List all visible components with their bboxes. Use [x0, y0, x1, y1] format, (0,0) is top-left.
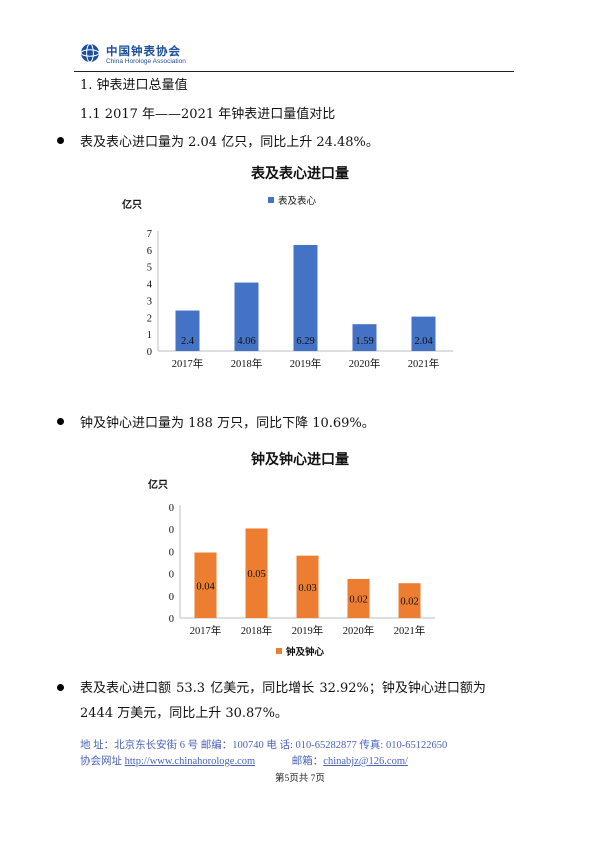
legend-swatch: [276, 648, 282, 654]
page-number: 第5页共 7页: [275, 774, 325, 784]
data-label: 0.03: [298, 583, 316, 594]
y-tick-label: 0: [147, 347, 152, 358]
y-tick-label: 6: [147, 246, 152, 257]
y-tick-label: 5: [147, 263, 152, 274]
data-label: 2.04: [414, 336, 433, 347]
bullet-dot: [57, 418, 64, 425]
logo-english-name: China Horologe Association: [106, 58, 186, 65]
y-tick-label: 7: [147, 229, 152, 240]
data-label: 6.29: [296, 336, 314, 347]
legend-label: 表及表心: [278, 195, 317, 207]
chart-title: 表及表心进口量: [250, 165, 349, 182]
x-tick-label: 2017年: [172, 357, 204, 370]
y-tick-label: 4: [147, 280, 153, 291]
chart-clock-import-volume: 钟及钟心进口量亿只钟及钟心 0 0 0 0 0 0 0.04 2017年 0.05 2018年 0.0…: [0, 440, 600, 680]
data-label: 4.06: [237, 336, 255, 347]
y-tick-label: 2: [147, 313, 152, 324]
x-tick-label: 2019年: [290, 357, 322, 370]
bullet-dot: [57, 684, 64, 691]
data-label: 0.02: [349, 594, 367, 605]
y-tick-label: 0: [169, 503, 174, 514]
bar: [411, 316, 436, 351]
y-tick-label: 0: [169, 592, 174, 603]
footer-address: 地 址：北京东长安街 6 号 邮编：100740 电 话: 010-652828…: [80, 740, 448, 751]
data-label: 1.59: [355, 336, 373, 347]
email-link[interactable]: chinabjz@126.com/: [323, 756, 408, 767]
y-tick-label: 3: [147, 296, 152, 307]
bar: [175, 310, 200, 351]
y-tick-label: 1: [147, 330, 152, 341]
bar: [245, 528, 268, 618]
x-tick-label: 2018年: [231, 357, 263, 370]
data-label: 0.02: [400, 597, 418, 608]
y-tick-label: 0: [169, 614, 174, 625]
bullet-text-import-value-2: 2444 万美元，同比上升 30.87%。: [80, 706, 288, 721]
logo-chinese-name: 中国钟表协会: [106, 44, 181, 58]
x-tick-label: 2019年: [292, 624, 324, 637]
letterhead: 中国钟表协会 China Horologe Association: [74, 40, 514, 74]
y-tick-label: 0: [169, 525, 174, 536]
globe-logo-icon: [80, 43, 100, 63]
y-axis-label: 亿只: [148, 478, 168, 491]
bar: [234, 282, 259, 351]
section-subheading: 1.1 2017 年——2021 年钟表进口量值对比: [80, 107, 336, 122]
x-tick-label: 2021年: [408, 357, 440, 370]
website-link[interactable]: http://www.chinahorologe.com: [124, 756, 256, 767]
x-tick-label: 2020年: [343, 624, 375, 637]
bar: [398, 583, 421, 618]
chart-watch-import-volume: 表及表心进口量亿只 表及表心 0 1 2 3 4 5 6 7 2.4 2017年 4.06 2018年 6.…: [0, 158, 600, 398]
footer-contact: 协会网址 http://www.chinahorologe.com 邮箱：chi…: [80, 753, 408, 768]
data-label: 0.05: [247, 569, 265, 580]
x-tick-label: 2018年: [241, 624, 273, 637]
y-tick-label: 0: [169, 547, 174, 558]
x-tick-label: 2021年: [394, 624, 426, 637]
section-heading: 1. 钟表进口总量值: [80, 78, 188, 93]
bullet-text-watch-volume: 表及表心进口量为 2.04 亿只，同比上升 24.48%。: [80, 135, 379, 150]
data-label: 0.04: [196, 581, 215, 592]
y-axis-label: 亿只: [122, 198, 142, 211]
header-divider: [74, 71, 514, 72]
data-label: 2.4: [181, 336, 195, 347]
x-tick-label: 2020年: [349, 357, 381, 370]
bullet-dot: [57, 137, 64, 144]
bar: [347, 578, 370, 618]
footer-mail-label: 邮箱：: [291, 756, 324, 767]
bullet-text-clock-volume: 钟及钟心进口量为 188 万只，同比下降 10.69%。: [80, 416, 375, 431]
bar: [293, 244, 318, 351]
bar: [296, 555, 319, 618]
bar: [194, 552, 217, 618]
bullet-text-import-value-1: 表及表心进口额 53.3 亿美元，同比增长 32.92%；钟及钟心进口额为: [80, 681, 486, 696]
chart-title: 钟及钟心进口量: [251, 451, 349, 468]
legend-swatch: [268, 197, 274, 203]
footer-site-label: 协会网址: [80, 756, 125, 767]
x-tick-label: 2017年: [190, 624, 222, 637]
legend-label: 钟及钟心: [286, 646, 325, 658]
bar: [352, 324, 377, 351]
y-tick-label: 0: [169, 570, 174, 581]
